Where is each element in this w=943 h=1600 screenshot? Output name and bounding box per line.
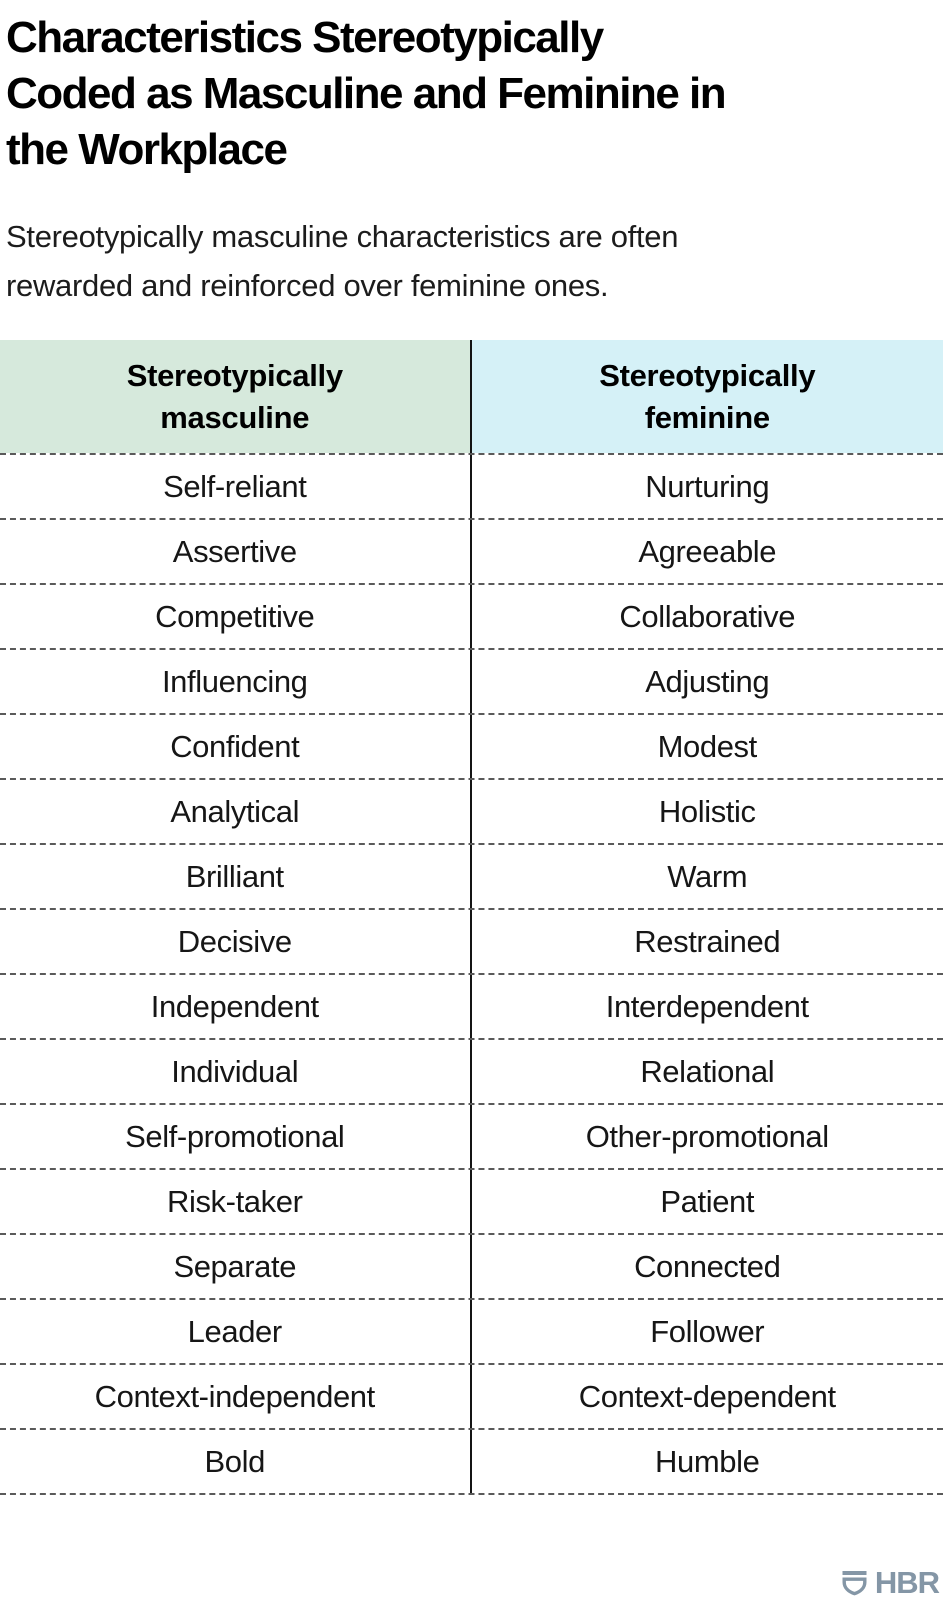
masculine-cell: Decisive (0, 910, 472, 973)
feminine-cell: Other-promotional (585, 1118, 829, 1154)
masculine-cell: Individual (0, 1040, 472, 1103)
table-row: Separate Connected (0, 1233, 943, 1298)
table-row: Analytical Holistic (0, 778, 943, 843)
feminine-cell: Context-dependent (578, 1378, 836, 1414)
masculine-cell: Self-promotional (0, 1105, 472, 1168)
masculine-cell: Separate (0, 1235, 472, 1298)
masculine-cell: Competitive (0, 585, 472, 648)
masculine-cell: Risk-taker (0, 1170, 472, 1233)
masculine-cell: Confident (0, 715, 472, 778)
subtitle: Stereotypically masculine characteristic… (6, 219, 679, 303)
column-header-feminine: Stereotypically feminine (471, 340, 943, 453)
table-row: Leader Follower (0, 1298, 943, 1363)
masculine-cell: Self-reliant (0, 455, 472, 518)
masculine-cell: Leader (0, 1300, 472, 1363)
feminine-cell: Collaborative (619, 598, 796, 634)
table-row: Context-independent Context-dependent (0, 1363, 943, 1428)
table-row: Assertive Agreeable (0, 518, 943, 583)
table-row: Individual Relational (0, 1038, 943, 1103)
masculine-cell: Brilliant (0, 845, 472, 908)
feminine-cell: Restrained (634, 923, 781, 959)
feminine-cell: Relational (640, 1053, 775, 1089)
table-row: Decisive Restrained (0, 908, 943, 973)
feminine-cell: Warm (667, 858, 748, 894)
table-header-row: Stereotypically masculine Stereotypicall… (0, 340, 943, 453)
table-row: Risk-taker Patient (0, 1168, 943, 1233)
masculine-cell: Influencing (0, 650, 472, 713)
feminine-cell: Agreeable (638, 533, 777, 569)
masculine-cell: Bold (0, 1430, 472, 1493)
table-row: Independent Interdependent (0, 973, 943, 1038)
hbr-logo: HBR (841, 1565, 940, 1600)
feminine-cell: Patient (660, 1183, 755, 1219)
column-header-masculine: Stereotypically masculine (0, 340, 472, 453)
feminine-cell: Nurturing (645, 468, 770, 504)
feminine-cell: Interdependent (605, 988, 809, 1024)
table-row: Bold Humble (0, 1428, 943, 1495)
masculine-cell: Analytical (0, 780, 472, 843)
table-row: Brilliant Warm (0, 843, 943, 908)
feminine-cell: Connected (634, 1248, 781, 1284)
hbr-shield-icon (842, 1571, 867, 1596)
feminine-cell: Follower (650, 1313, 765, 1349)
table-row: Influencing Adjusting (0, 648, 943, 713)
hbr-logo-text: HBR (874, 1565, 940, 1600)
page-title: Characteristics Stereotypically Coded as… (6, 13, 727, 174)
comparison-table: Stereotypically masculine Stereotypicall… (0, 340, 943, 1495)
masculine-cell: Independent (0, 975, 472, 1038)
masculine-cell: Context-independent (0, 1365, 472, 1428)
header-block: Characteristics Stereotypically Coded as… (0, 0, 943, 310)
feminine-cell: Holistic (658, 793, 756, 829)
table-row: Confident Modest (0, 713, 943, 778)
masculine-cell: Assertive (0, 520, 472, 583)
feminine-cell: Humble (655, 1443, 760, 1479)
table-row: Self-promotional Other-promotional (0, 1103, 943, 1168)
feminine-cell: Modest (657, 728, 758, 764)
feminine-cell: Adjusting (645, 663, 770, 699)
table-row: Competitive Collaborative (0, 583, 943, 648)
table-row: Self-reliant Nurturing (0, 453, 943, 518)
